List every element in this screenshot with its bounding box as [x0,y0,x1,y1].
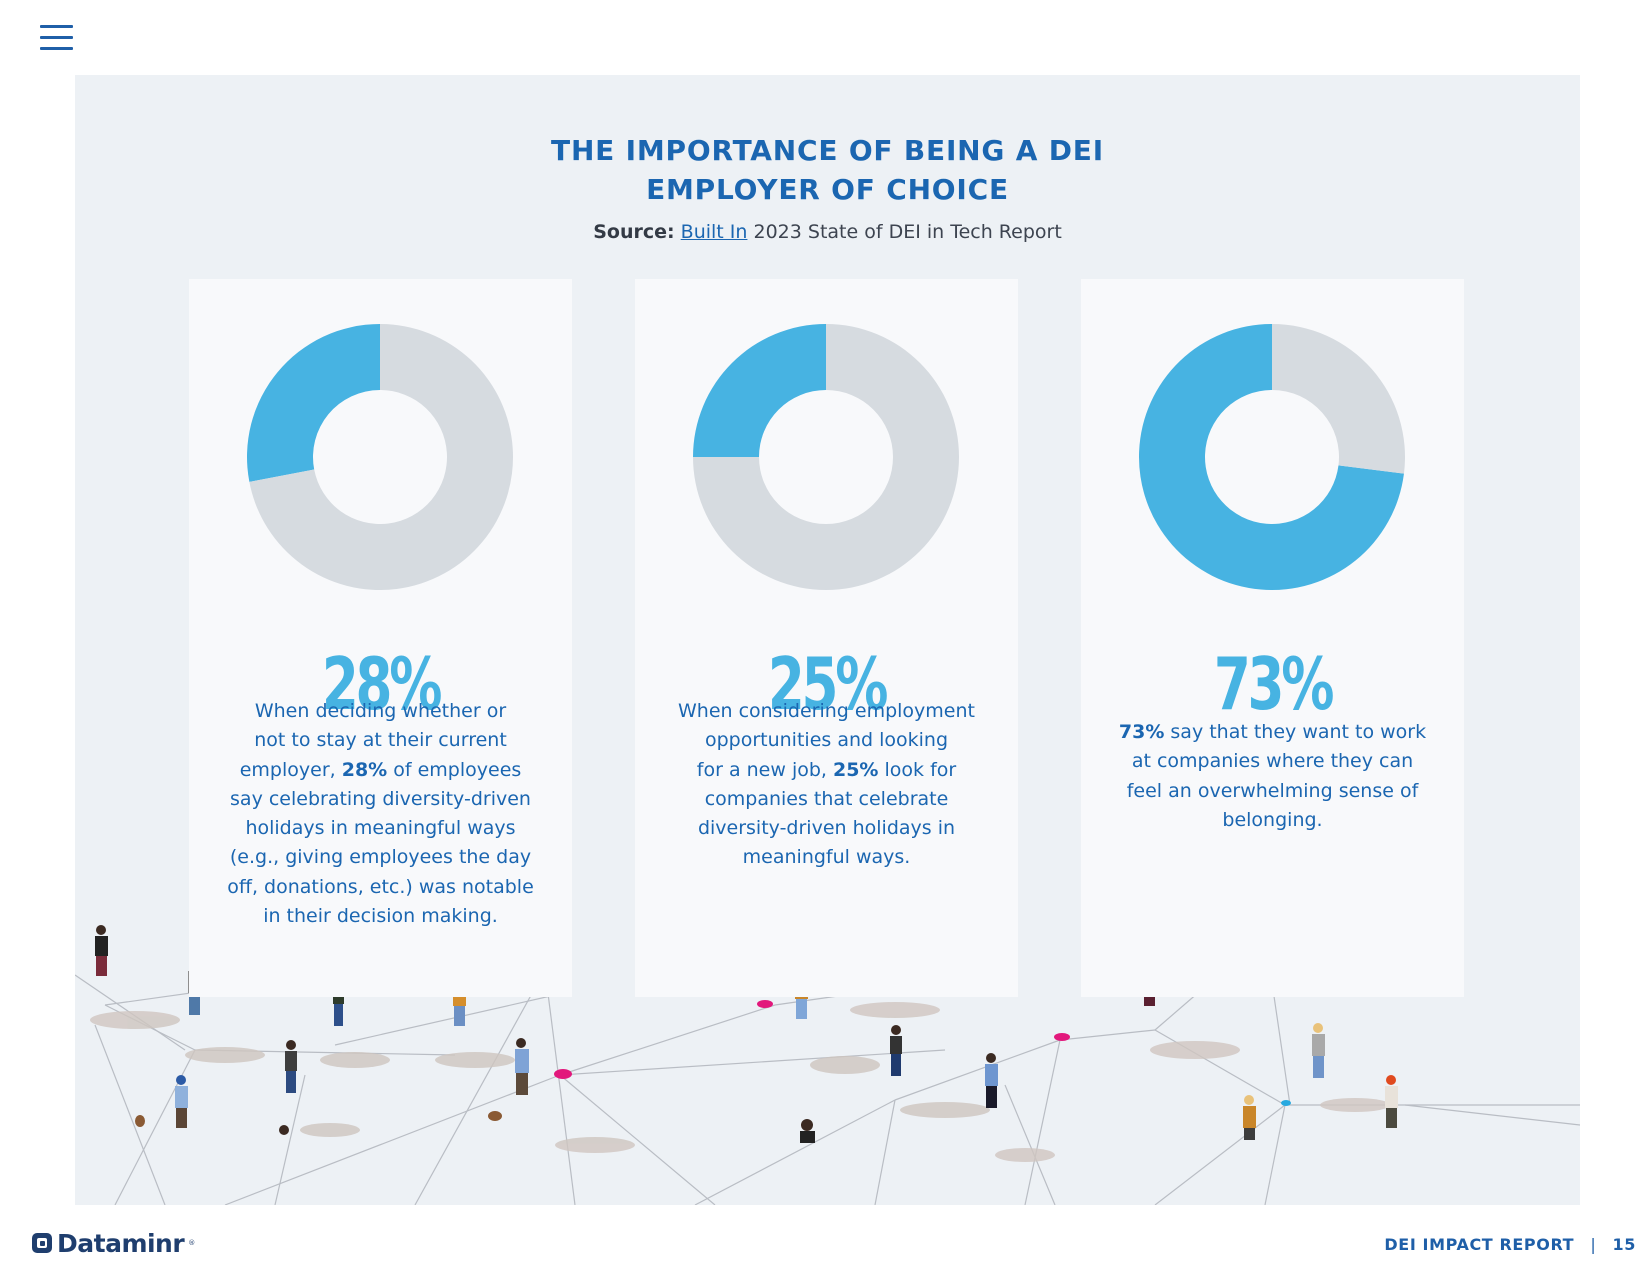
description-text: say celebrating diversity-driven [230,787,531,810]
page-title: THE IMPORTANCE OF BEING A DEI EMPLOYER O… [75,131,1580,209]
title-line: EMPLOYER OF CHOICE [646,173,1009,206]
page-number: 15 [1612,1235,1636,1254]
highlight-value: 73% [1118,721,1165,743]
description-line: companies that celebrate [670,785,983,814]
dataminr-logo[interactable]: Dataminr ® [31,1228,196,1258]
donut-segment-value [246,324,380,482]
highlight-value: 28% [341,758,388,781]
stat-value: 25% [767,642,889,726]
description-text: holidays in meaningful ways [245,817,516,840]
description-line: opportunities and looking [670,726,983,755]
dataminr-logo-icon [32,1233,52,1253]
description-line: in their decision making. [224,902,537,931]
description-text: off, donations, etc.) was notable [227,875,534,898]
source-citation: Source: Built In 2023 State of DEI in Te… [75,221,1580,243]
menu-bar [40,36,73,39]
description-text: look for [878,758,957,781]
description-text: opportunities and looking [704,729,949,752]
description-line: When considering employment [670,697,983,726]
report-title: DEI IMPACT REPORT [1384,1235,1575,1254]
source-link[interactable]: Built In [680,221,748,243]
description-line: 73% say that they want to work [1116,718,1429,747]
donut-segment-value [693,324,826,457]
description-text: (e.g., giving employees the day [229,846,532,869]
stat-value: 73% [1213,642,1335,726]
highlight-value: 25% [832,758,879,781]
donut-chart [1139,324,1405,590]
description-line: meaningful ways. [670,843,983,872]
description-text: say that they want to work [1164,721,1427,743]
description-text: When deciding whether or [254,700,507,722]
stat-description: When deciding whether or not to stay at t… [224,697,537,931]
footer-separator: | [1590,1235,1597,1254]
description-text: employer, [239,758,342,781]
description-line: at companies where they can [1116,747,1429,776]
stat-description: 73% say that they want to work at compani… [1116,718,1429,835]
title-line: THE IMPORTANCE OF BEING A DEI [551,134,1104,167]
footer-page-info: DEI IMPACT REPORT | 15 [1384,1235,1636,1254]
donut-chart [246,324,514,590]
hamburger-menu-icon[interactable] [40,23,74,51]
content-panel: THE IMPORTANCE OF BEING A DEI EMPLOYER O… [75,75,1580,1205]
source-label: Source: [593,221,675,243]
stat-description: When considering employment opportunities… [670,697,983,873]
stat-card: 28% When deciding whether or not to stay … [189,279,572,997]
description-line: feel an overwhelming sense of [1116,777,1429,806]
description-line: When deciding whether or [224,697,537,726]
donut-segment-value [1139,324,1404,590]
description-text: meaningful ways. [742,846,911,869]
description-text: When considering employment [678,700,975,722]
description-line: not to stay at their current [224,726,537,755]
description-line: for a new job, 25% look for [670,756,983,785]
description-text: for a new job, [696,758,833,781]
description-text: companies that celebrate [704,787,949,810]
description-line: say celebrating diversity-driven [224,785,537,814]
description-line: (e.g., giving employees the day [224,843,537,872]
menu-bar [40,47,73,50]
donut-segment-remainder [249,324,514,590]
description-line: employer, 28% of employees [224,756,537,785]
donut-chart [693,324,959,590]
description-text: not to stay at their current [254,729,507,752]
trademark-mark: ® [188,1239,196,1247]
description-line: diversity-driven holidays in [670,814,983,843]
description-line: off, donations, etc.) was notable [224,873,537,902]
description-text: diversity-driven holidays in [697,817,956,840]
description-line: holidays in meaningful ways [224,814,537,843]
donut-segment-remainder [1272,324,1405,474]
description-text: belonging. [1222,808,1323,831]
description-text: feel an overwhelming sense of [1126,779,1419,802]
donut-segment-remainder [693,324,959,590]
description-text: of employees [387,758,522,781]
description-text: in their decision making. [263,905,498,928]
logo-text: Dataminr [57,1228,185,1258]
source-text: 2023 State of DEI in Tech Report [753,221,1062,243]
description-line: belonging. [1116,806,1429,835]
menu-bar [40,25,73,28]
stat-value: 28% [321,642,443,726]
stat-card: 25% When considering employment opportuni… [635,279,1018,997]
stat-card: 73% 73% say that they want to work at com… [1081,279,1464,997]
description-text: at companies where they can [1131,750,1414,773]
